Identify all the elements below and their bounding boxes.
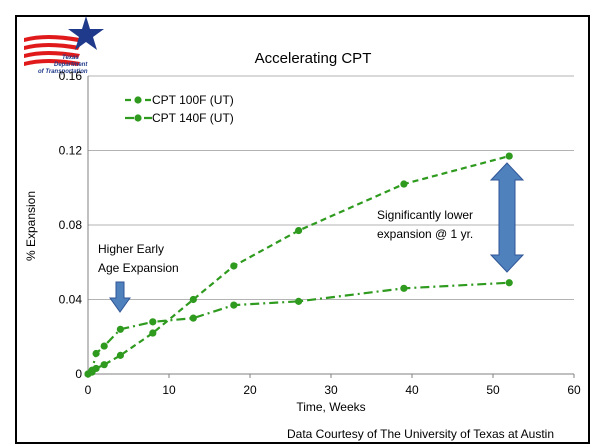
early-expansion-annotation: Higher Early Age Expansion [98,242,179,313]
series-0-point-7 [230,262,238,270]
legend-label-0: CPT 100F (UT) [152,93,234,107]
logo-stripes [24,35,80,66]
x-tick-label-3: 30 [324,383,338,397]
x-tick-label-4: 40 [405,383,419,397]
y-tick-label-4: 0.16 [59,69,83,83]
series-1-point-7 [230,301,238,309]
series-1-point-9 [400,284,408,292]
y-axis-label: % Expansion [24,191,38,261]
star-icon [68,16,104,50]
legend-label-1: CPT 140F (UT) [152,111,234,125]
logo-text-line3: of Transportation [38,69,88,75]
texas-dot-logo: Texas Department of Transportation [24,16,104,75]
annotation-early-line2: Age Expansion [98,261,179,275]
logo-text-line1: Texas [62,55,79,61]
logo-text-line2: Department [54,62,88,68]
series-0-point-4 [116,351,124,359]
x-axis-label: Time, Weeks [296,400,365,414]
series-line-0 [87,155,510,375]
legend: CPT 100F (UT) CPT 140F (UT) [125,93,234,125]
down-arrow-icon [109,281,131,313]
series-lines [84,152,513,378]
x-tick-label-2: 20 [243,383,257,397]
y-tick-label-0: 0 [75,367,82,381]
x-tick-label-5: 50 [486,383,500,397]
y-tick-label-3: 0.12 [59,144,83,158]
y-tick-labels: 0 0.04 0.08 0.12 0.16 [59,69,83,381]
legend-marker-1 [134,114,142,122]
series-1-point-1 [88,366,96,374]
annotation-lower-line1: Significantly lower [377,208,473,222]
lower-expansion-annotation: Significantly lower expansion @ 1 yr. [377,162,525,273]
series-0-point-8 [295,226,303,235]
x-tick-label-1: 10 [162,383,176,397]
series-1-point-8 [295,297,303,305]
chart-title: Accelerating CPT [255,50,372,67]
series-1-point-2 [92,349,100,358]
annotation-lower-line2: expansion @ 1 yr. [377,227,473,241]
series-1-point-6 [189,314,197,322]
series-0-point-6 [189,295,197,304]
annotation-early-line1: Higher Early [98,242,164,256]
y-tick-label-2: 0.08 [59,218,83,232]
y-tick-label-1: 0.04 [59,293,83,307]
data-credit: Data Courtesy of The University of Texas… [287,427,555,441]
x-tick-label-0: 0 [85,383,92,397]
series-1-point-10 [505,279,513,287]
series-1-point-5 [149,318,157,326]
legend-marker-0 [134,96,142,104]
series-line-1 [87,281,510,375]
series-0-point-3 [100,361,108,369]
slide-frame [15,15,590,444]
double-arrow-icon [489,162,525,273]
x-tick-label-6: 60 [567,383,581,397]
series-0-point-5 [149,329,157,337]
series-1-point-3 [100,342,108,350]
x-tick-labels: 0 10 20 30 40 50 60 [85,383,581,397]
series-0-point-9 [400,180,408,188]
gridlines [88,75,574,300]
series-0-point-10 [505,152,513,160]
series-1-point-4 [116,325,124,333]
